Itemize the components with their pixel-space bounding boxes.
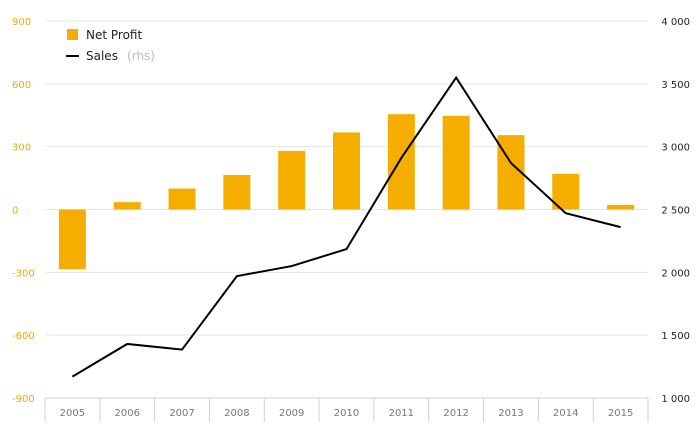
x-tick-label: 2005	[60, 408, 85, 419]
net-profit-bar	[168, 188, 196, 210]
x-tick-label: 2010	[334, 408, 359, 419]
y-left-tick-label: 300	[12, 143, 31, 154]
legend-sales-note: (rhs)	[127, 49, 155, 63]
legend-label-sales: Sales (rhs)	[86, 45, 155, 64]
y-left-tick-label: -600	[12, 331, 35, 342]
y-right-tick-label: 4 000	[661, 17, 690, 28]
legend: Net Profit Sales (rhs)	[66, 28, 155, 64]
y-left-tick-label: 0	[12, 206, 18, 217]
x-tick-label: 2013	[498, 408, 523, 419]
y-right-tick-label: 2 000	[661, 268, 690, 279]
legend-swatch-net-profit	[67, 29, 78, 40]
net-profit-bar	[333, 132, 360, 210]
net-profit-bar	[278, 150, 306, 210]
axes: -900 -600 -300 0 300 600 900 1 000 1 500 2 000 2 5…	[12, 17, 690, 422]
net-profit-bar	[387, 114, 415, 210]
x-tick-label: 2015	[608, 408, 633, 419]
x-tick-label: 2006	[115, 408, 140, 419]
x-tick-label: 2012	[443, 408, 468, 419]
net-profit-bar	[113, 202, 141, 210]
net-profit-bar	[223, 174, 251, 210]
y-right-tick-label: 3 000	[661, 143, 690, 154]
x-tick-label: 2007	[169, 408, 194, 419]
y-left-tick-label: 900	[12, 17, 31, 28]
net-profit-bar	[58, 209, 86, 270]
y-right-tick-label: 1 000	[661, 394, 690, 405]
sales-line	[71, 75, 621, 378]
legend-sales-name: Sales	[86, 49, 118, 63]
x-tick-label: 2014	[553, 408, 578, 419]
net-profit-bars	[58, 114, 635, 270]
y-left-tick-label: -300	[12, 268, 35, 279]
y-left-tick-label: 600	[12, 80, 31, 91]
x-tick-label: 2011	[389, 408, 414, 419]
legend-label-net-profit: Net Profit	[86, 28, 142, 42]
y-right-tick-label: 3 500	[661, 80, 690, 91]
net-profit-bar	[607, 204, 635, 210]
net-profit-bar	[552, 173, 580, 210]
net-profit-bar	[442, 115, 470, 210]
y-right-tick-label: 2 500	[661, 206, 690, 217]
x-tick-label: 2009	[279, 408, 304, 419]
y-right-tick-label: 1 500	[661, 331, 690, 342]
x-tick-label: 2008	[224, 408, 249, 419]
sales-line-layer	[71, 75, 621, 378]
y-left-tick-label: -900	[12, 394, 35, 405]
